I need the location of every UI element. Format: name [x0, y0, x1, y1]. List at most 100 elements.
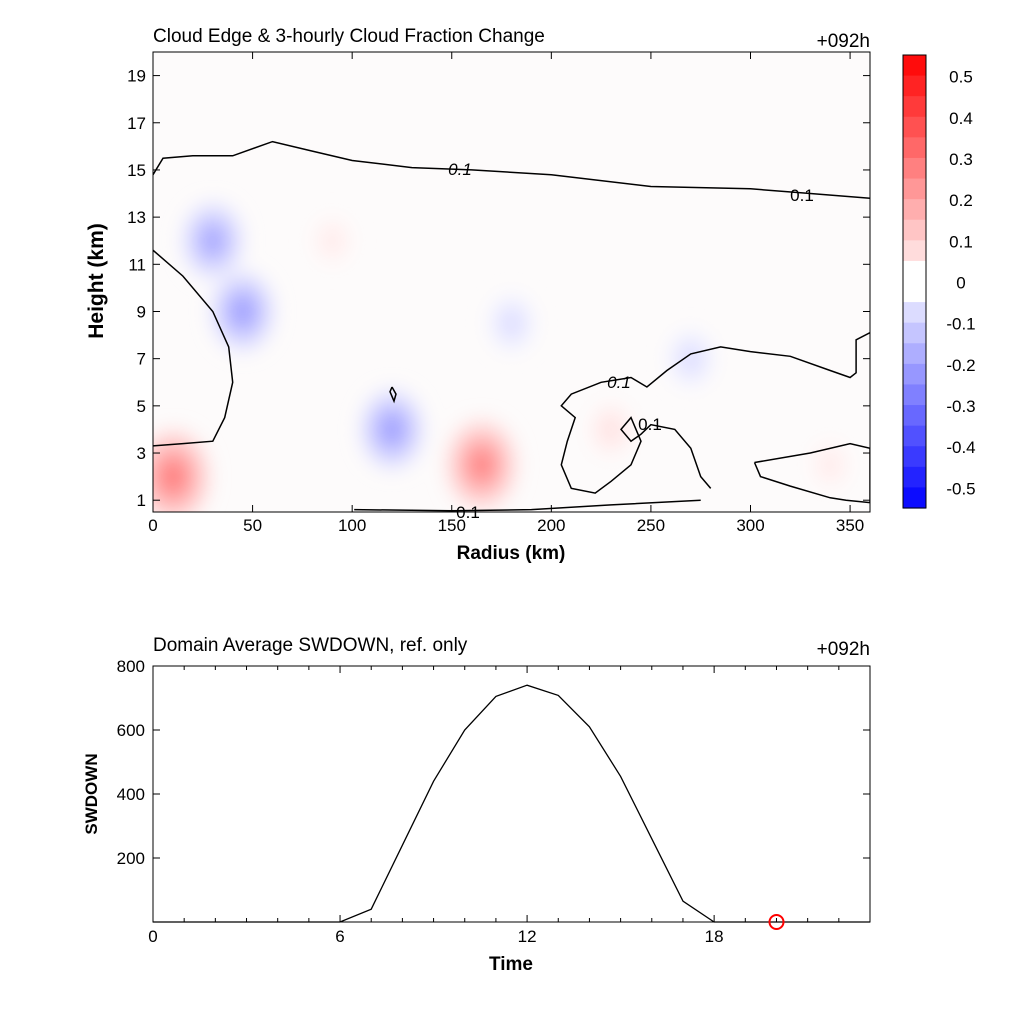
colorbar-tick-label: 0.4 [949, 109, 973, 128]
colorbar-tick-label: 0.3 [949, 150, 973, 169]
top-y-tick-label: 3 [137, 444, 146, 463]
bottom-plot-frame [152, 665, 871, 923]
top-y-tick-label: 13 [127, 208, 146, 227]
contour-labels: 0.1 0.1 0.1 0.1 0.1 [448, 160, 814, 522]
top-chart-title: Cloud Edge & 3-hourly Cloud Fraction Cha… [153, 26, 545, 47]
top-y-axis-label: Height (km) [85, 223, 108, 339]
colorbar-tick-label: -0.5 [946, 479, 975, 498]
bottom-x-tick-label: 18 [705, 927, 724, 946]
top-x-tick-label: 300 [736, 516, 764, 535]
anomaly-blob [684, 351, 697, 367]
colorbar-swatch [903, 322, 926, 344]
anomaly-blob [605, 422, 618, 437]
colorbar-tick-label: 0.1 [949, 232, 973, 251]
colorbar [903, 55, 926, 509]
bottom-y-tick-label: 800 [117, 657, 145, 676]
colorbar-swatch [903, 178, 926, 200]
top-y-tick-label: 15 [127, 161, 146, 180]
top-x-tick-labels: 0 50 100 150 200 250 300 350 [148, 516, 864, 535]
contour-label: 0.1 [638, 415, 662, 434]
top-x-tick-label: 250 [637, 516, 665, 535]
colorbar-tick-label: -0.1 [946, 315, 975, 334]
top-y-tick-label: 19 [127, 67, 146, 86]
colorbar-swatch [903, 55, 926, 77]
swdown-series-line [153, 684, 870, 923]
cloud-edge-contour [153, 140, 870, 200]
top-y-tick-label: 9 [137, 302, 146, 321]
bottom-y-tick-labels: 200 400 600 800 [117, 657, 145, 868]
colorbar-swatch [903, 405, 926, 427]
top-x-axis-label: Radius (km) [457, 543, 566, 564]
colorbar-swatch [903, 260, 926, 283]
colorbar-swatch [903, 75, 926, 97]
top-x-tick-label: 50 [243, 516, 262, 535]
bottom-y-tick-label: 400 [117, 785, 145, 804]
top-y-tick-label: 11 [128, 255, 146, 274]
top-x-tick-label: 200 [537, 516, 565, 535]
colorbar-swatch [903, 487, 926, 509]
colorbar-swatch [903, 219, 926, 241]
colorbar-swatch [903, 384, 926, 406]
cloud-edge-contours [153, 140, 870, 512]
colorbar-tick-label: 0.5 [949, 68, 973, 87]
bottom-y-tick-label: 600 [117, 721, 145, 740]
cloud-edge-contour [354, 499, 701, 512]
anomaly-blob [505, 315, 518, 331]
anomaly-blob [472, 453, 491, 477]
colorbar-swatch [903, 199, 926, 221]
anomaly-blob [383, 419, 401, 440]
colorbar-swatch [903, 466, 926, 489]
bottom-chart-title: Domain Average SWDOWN, ref. only [153, 635, 468, 656]
colorbar-tick-label: -0.2 [946, 356, 975, 375]
top-y-tick-label: 17 [127, 114, 146, 133]
bottom-x-tick-label: 6 [335, 927, 344, 946]
anomaly-field [153, 200, 854, 512]
cloud-edge-contour [389, 386, 397, 404]
bottom-y-tick-label: 200 [117, 849, 145, 868]
bottom-x-tick-label: 12 [518, 927, 537, 946]
anomaly-blob [824, 457, 836, 472]
top-x-tick-label: 350 [836, 516, 864, 535]
colorbar-swatch [903, 302, 926, 324]
top-chart-time-label: +092h [817, 31, 870, 52]
bottom-x-axis-label: Time [489, 954, 533, 975]
bottom-x-tick-labels: 0 6 12 18 [148, 927, 723, 946]
cloud-edge-contour [560, 332, 870, 494]
colorbar-swatch [903, 446, 926, 468]
colorbar-swatch [903, 96, 926, 118]
bottom-x-tick-label: 0 [148, 927, 157, 946]
bottom-y-axis-label: SWDOWN [82, 753, 101, 834]
top-x-tick-label: 150 [438, 516, 466, 535]
colorbar-swatch [903, 137, 926, 159]
top-x-tick-label: 0 [148, 516, 157, 535]
contour-label: 0.1 [790, 186, 814, 205]
colorbar-swatch [903, 363, 926, 386]
colorbar-swatch [903, 240, 926, 262]
colorbar-swatch [903, 281, 926, 303]
colorbar-frame [902, 54, 927, 509]
anomaly-blob [326, 233, 338, 248]
colorbar-swatch [903, 116, 926, 138]
colorbar-swatch [903, 157, 926, 180]
current-time-marker [768, 914, 785, 930]
colorbar-tick-label: 0.2 [949, 191, 973, 210]
cloud-fraction-panel: Cloud Edge & 3-hourly Cloud Fraction Cha… [85, 26, 976, 564]
colorbar-swatch [903, 343, 926, 365]
bottom-chart-time-label: +092h [817, 639, 870, 660]
colorbar-labels: 0.5 0.4 0.3 0.2 0.1 0 -0.1 -0.2 -0.3 -0.4 -0.5 [946, 68, 975, 499]
top-y-tick-label: 1 [137, 491, 146, 510]
contour-label: 0.1 [607, 373, 631, 392]
anomaly-blob [163, 464, 183, 489]
top-x-tick-label: 100 [338, 516, 366, 535]
colorbar-tick-label: -0.3 [946, 397, 975, 416]
top-y-tick-label: 5 [137, 397, 146, 416]
cloud-edge-contour [753, 442, 870, 504]
top-plot-frame [152, 51, 871, 513]
contour-label: 0.1 [448, 160, 472, 179]
cloud-edge-contour [153, 249, 234, 447]
colorbar-tick-label: -0.4 [946, 438, 975, 457]
anomaly-blob [234, 301, 251, 322]
top-y-tick-label: 7 [137, 350, 146, 369]
